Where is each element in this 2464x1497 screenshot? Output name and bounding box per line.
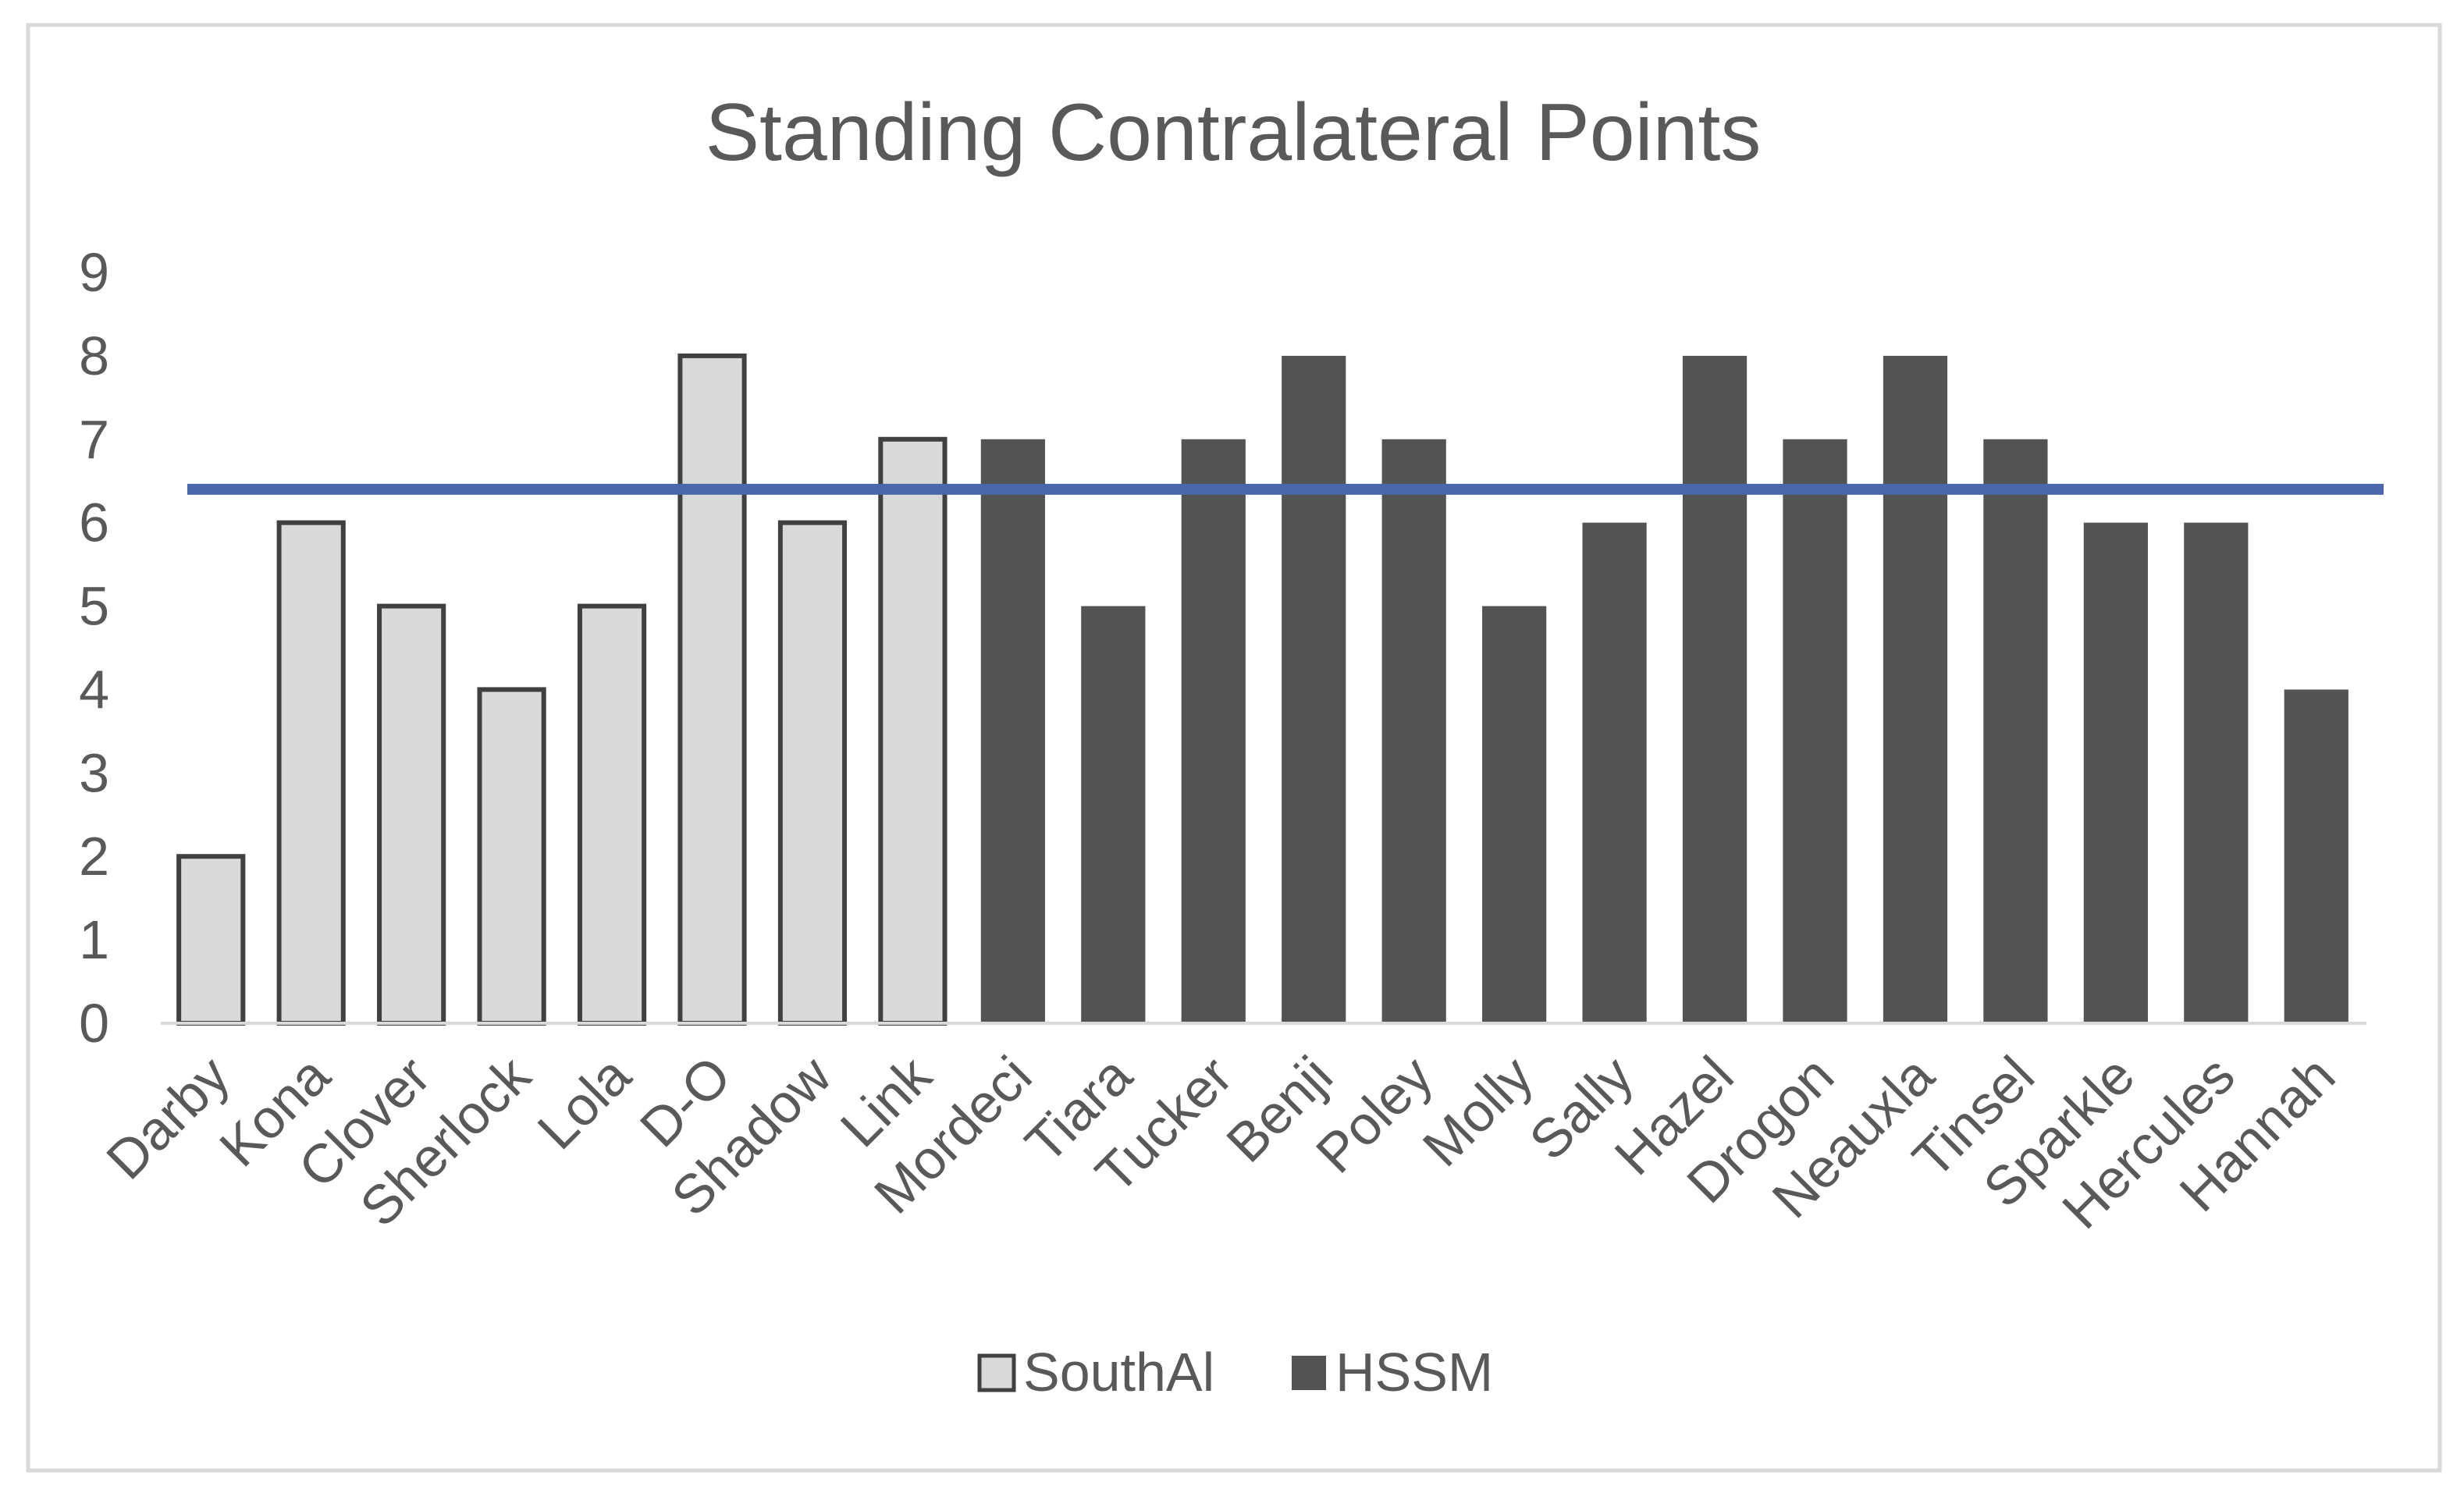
- legend-label-southal: SouthAl: [1023, 1342, 1214, 1403]
- bar-southal-shadow: [777, 520, 848, 1026]
- y-tick-label: 8: [79, 325, 109, 386]
- bar-hssm-benji: [1282, 355, 1346, 1023]
- legend: SouthAl HSSM: [977, 1342, 1493, 1403]
- y-tick-label: 4: [79, 659, 109, 720]
- bar-hssm-sally: [1582, 522, 1647, 1023]
- y-tick-label: 5: [79, 576, 109, 637]
- bars: [176, 353, 2348, 1026]
- bar-hssm-mordeci: [980, 439, 1045, 1023]
- bar-southal-sherlock: [477, 687, 546, 1026]
- y-axis: 0 1 2 3 4 5 6 7 8 9: [79, 242, 109, 1054]
- bar-hssm-tinsel: [1983, 439, 2048, 1023]
- bar-southal-clover: [377, 603, 446, 1026]
- bar-southal-lola: [577, 603, 647, 1026]
- y-tick-label: 0: [79, 993, 109, 1054]
- bar-hssm-hercules: [2184, 522, 2249, 1023]
- bar-hssm-molly: [1482, 606, 1547, 1023]
- legend-swatch-southal: [977, 1353, 1016, 1392]
- chart-title: Standing Contralateral Points: [706, 87, 1762, 178]
- bar-hssm-poley: [1381, 439, 1446, 1023]
- bar-hssm-hannah: [2284, 689, 2348, 1023]
- bar-hssm-hazel: [1682, 355, 1748, 1023]
- bar-hssm-drogon: [1783, 439, 1847, 1023]
- bar-southal-darby: [176, 854, 246, 1026]
- bar-hssm-neauxla: [1883, 355, 1948, 1023]
- bar-southal-link: [878, 436, 948, 1026]
- y-tick-label: 1: [79, 909, 109, 970]
- bar-southal-kona: [276, 520, 346, 1026]
- y-tick-label: 3: [79, 742, 109, 803]
- y-tick-label: 9: [79, 242, 109, 303]
- y-tick-label: 7: [79, 409, 109, 470]
- legend-swatch-hssm: [1292, 1356, 1326, 1390]
- y-tick-label: 2: [79, 826, 109, 887]
- y-tick-label: 6: [79, 492, 109, 553]
- bar-southal-d-o: [677, 353, 747, 1026]
- bar-hssm-sparkle: [2083, 522, 2148, 1023]
- legend-label-hssm: HSSM: [1335, 1342, 1493, 1403]
- bar-hssm-tiara: [1081, 606, 1146, 1023]
- bar-hssm-tucker: [1181, 439, 1246, 1023]
